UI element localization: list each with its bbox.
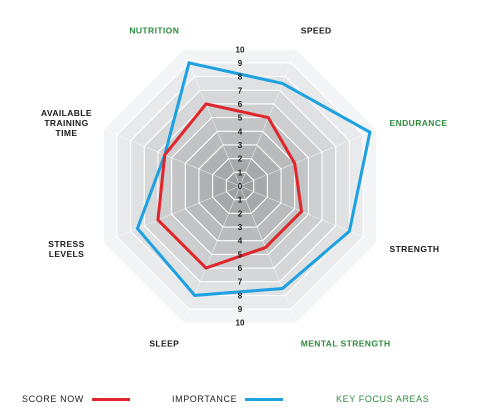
legend-label-key-focus-areas: KEY FOCUS AREAS — [336, 394, 430, 404]
axis-label-available-training-time: AVAILABLE TRAINING TIME — [41, 108, 92, 138]
tick-label-upper-8: 8 — [238, 73, 243, 82]
tick-label-lower-9: 9 — [238, 305, 243, 314]
axis-label-line: STRENGTH — [390, 244, 440, 254]
axis-label-line: AVAILABLE — [41, 108, 92, 118]
tick-label-lower-10: 10 — [236, 319, 245, 328]
axis-label-strength: STRENGTH — [390, 244, 440, 254]
tick-label-center: 0 — [238, 182, 243, 191]
tick-label-upper-9: 9 — [238, 59, 243, 68]
axis-label-line: TIME — [56, 128, 78, 138]
axis-label-line: STRESS — [48, 239, 84, 249]
tick-label-lower-8: 8 — [238, 291, 243, 300]
radar-spoke-2 — [239, 128, 377, 187]
axis-label-line: NUTRITION — [129, 25, 179, 35]
axis-label-endurance: ENDURANCE — [390, 118, 448, 128]
tick-label-lower-5: 5 — [238, 250, 243, 259]
radar-axis-labels: SPEED ENDURANCE STRENGTH MENTAL STRENGTH SLE… — [41, 25, 447, 348]
legend-item-score-now: SCORE NOW — [22, 394, 130, 404]
tick-label-upper-1: 1 — [238, 168, 243, 177]
tick-label-lower-2: 2 — [238, 209, 243, 218]
axis-label-line: LEVELS — [49, 249, 84, 259]
tick-label-upper-3: 3 — [238, 141, 243, 150]
legend-item-key-focus-areas: KEY FOCUS AREAS — [336, 394, 429, 404]
radar-spoke-7 — [103, 128, 241, 187]
tick-label-lower-3: 3 — [238, 223, 243, 232]
radar-spoke-8 — [182, 49, 241, 187]
tick-label-lower-4: 4 — [238, 237, 243, 246]
legend-label-importance: IMPORTANCE — [172, 394, 238, 404]
legend-item-importance: IMPORTANCE — [172, 394, 284, 404]
axis-label-speed: SPEED — [301, 25, 332, 35]
radar-spoke-4 — [239, 185, 298, 323]
axis-label-line: SLEEP — [149, 339, 179, 349]
legend-swatch-score-now — [91, 397, 130, 401]
axis-label-line: MENTAL STRENGTH — [301, 339, 391, 349]
axis-label-line: TRAINING — [44, 118, 88, 128]
axis-label-stress-levels: STRESS LEVELS — [48, 239, 84, 259]
tick-label-upper-7: 7 — [238, 86, 243, 95]
radar-chart: 0 1 2 3 4 5 6 7 8 9 10 1 2 3 4 5 6 7 8 9 10 SPEED ENDURANCE ST… — [41, 25, 447, 348]
tick-label-lower-7: 7 — [238, 278, 243, 287]
radar-spoke-3 — [239, 185, 377, 244]
radar-series — [135, 61, 372, 297]
axis-label-nutrition: NUTRITION — [129, 25, 179, 35]
series-line-score-now — [156, 102, 304, 270]
axis-label-sleep: SLEEP — [149, 339, 179, 349]
radar-tick-labels: 0 1 2 3 4 5 6 7 8 9 10 1 2 3 4 5 6 7 8 9 10 — [236, 45, 245, 327]
radar-spoke-5 — [182, 185, 241, 323]
legend-swatch-importance — [245, 397, 284, 401]
axis-label-line: SPEED — [301, 25, 332, 35]
tick-label-lower-6: 6 — [238, 264, 243, 273]
radar-spoke-6 — [103, 185, 241, 244]
axis-label-line: ENDURANCE — [390, 118, 448, 128]
tick-label-upper-10: 10 — [236, 45, 245, 54]
tick-label-upper-2: 2 — [238, 155, 243, 164]
series-line-importance — [135, 61, 372, 297]
axis-label-mental-strength: MENTAL STRENGTH — [301, 339, 391, 349]
legend: SCORE NOW IMPORTANCE KEY FOCUS AREAS — [0, 390, 480, 412]
legend-label-score-now: SCORE NOW — [22, 394, 84, 404]
tick-label-upper-5: 5 — [238, 114, 243, 123]
tick-label-upper-4: 4 — [238, 127, 243, 136]
tick-label-upper-6: 6 — [238, 100, 243, 109]
tick-label-lower-1: 1 — [238, 196, 243, 205]
